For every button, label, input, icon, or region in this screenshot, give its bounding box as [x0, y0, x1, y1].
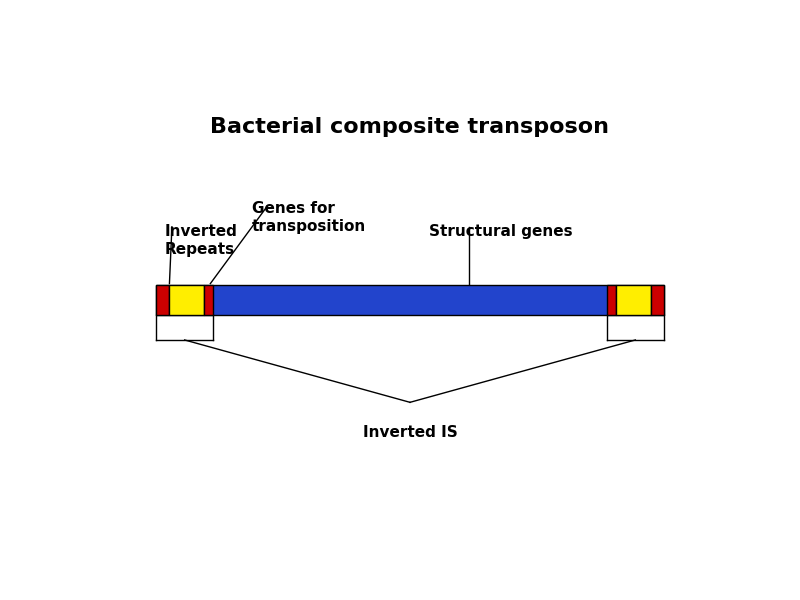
Text: Inverted IS: Inverted IS	[362, 425, 458, 440]
Bar	[606, 284, 617, 314]
Bar	[156, 284, 170, 314]
Bar	[156, 284, 664, 314]
Bar	[650, 284, 664, 314]
Text: Bacterial composite transposon: Bacterial composite transposon	[210, 118, 610, 137]
Text: Inverted
Repeats: Inverted Repeats	[165, 224, 238, 257]
Bar	[203, 284, 214, 314]
Bar	[617, 284, 650, 314]
Text: Structural genes: Structural genes	[429, 224, 572, 239]
Text: Genes for
transposition: Genes for transposition	[252, 202, 366, 234]
Bar	[170, 284, 203, 314]
